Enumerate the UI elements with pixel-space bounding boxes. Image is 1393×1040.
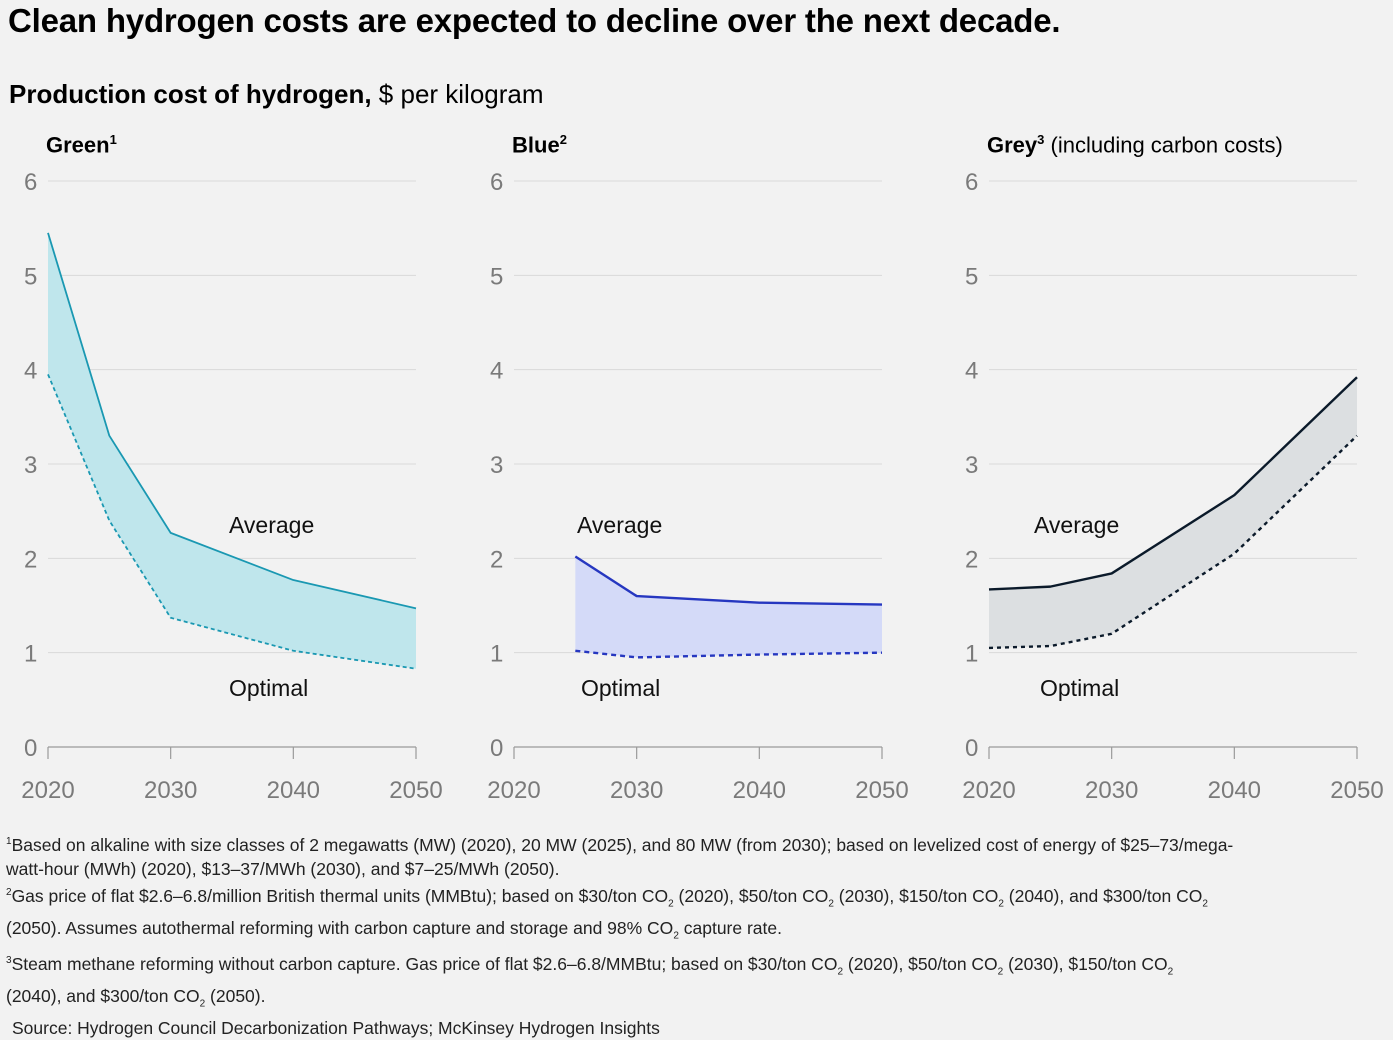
line-optimal-blue <box>575 649 883 659</box>
ytick-blue-6: 6 <box>490 169 503 196</box>
subtitle-bold: Production cost of hydrogen, <box>9 79 372 109</box>
subtitle-unit: $ per kilogram <box>378 79 544 109</box>
label-optimal-green: Optimal <box>229 675 308 701</box>
footnote-1-cont: watt-hour (MWh) (2020), $13–37/MWh (2030… <box>6 858 560 879</box>
footnote-2-cont: (2050). Assumes autothermal reforming wi… <box>6 918 782 942</box>
line-average-grey <box>988 376 1358 591</box>
footnote-3-cont: (2040), and $300/ton CO2 (2050). <box>6 985 266 1010</box>
xtick-blue-2020: 2020 <box>487 777 540 804</box>
ytick-green-4: 4 <box>24 358 37 385</box>
ytick-green-5: 5 <box>24 263 37 290</box>
ytick-green-6: 6 <box>24 169 37 196</box>
ytick-blue-2: 2 <box>490 546 503 573</box>
ytick-green-0: 0 <box>24 735 37 762</box>
label-optimal-blue: Optimal <box>581 675 660 701</box>
ytick-blue-5: 5 <box>490 263 503 290</box>
ytick-grey-4: 4 <box>965 358 978 385</box>
range-area-blue <box>575 556 882 658</box>
panel-title-grey: Grey3 (including carbon costs) <box>987 132 1283 158</box>
ytick-grey-2: 2 <box>965 546 978 573</box>
ytick-blue-3: 3 <box>490 452 503 479</box>
ytick-blue-1: 1 <box>490 641 503 668</box>
xtick-blue-2030: 2030 <box>610 777 663 804</box>
ytick-green-2: 2 <box>24 546 37 573</box>
xtick-grey-2040: 2040 <box>1208 777 1261 804</box>
xtick-grey-2050: 2050 <box>1330 777 1383 804</box>
ytick-grey-0: 0 <box>965 735 978 762</box>
chart-subtitle: Production cost of hydrogen, $ per kilog… <box>9 79 544 110</box>
ytick-grey-5: 5 <box>965 263 978 290</box>
charts-svg: 0 1 2 3 4 5 6 2020 2030 2040 2050 Average Optimal 0 1 2… <box>21 169 1383 804</box>
ytick-grey-3: 3 <box>965 452 978 479</box>
panel-title-green: Green1 <box>46 132 117 158</box>
footnote-3: 3Steam methane reforming without carbon … <box>6 953 1174 977</box>
ytick-grey-1: 1 <box>965 641 978 668</box>
ytick-blue-4: 4 <box>490 358 503 385</box>
line-average-blue <box>574 555 883 606</box>
ytick-green-1: 1 <box>24 641 37 668</box>
xtick-blue-2050: 2050 <box>855 777 908 804</box>
line-optimal-grey <box>988 434 1358 650</box>
line-average-green <box>47 232 417 610</box>
xtick-grey-2020: 2020 <box>962 777 1015 804</box>
source-note: Source: Hydrogen Council Decarbonization… <box>12 1018 660 1039</box>
label-average-grey: Average <box>1034 512 1119 538</box>
label-average-blue: Average <box>577 512 662 538</box>
xtick-green-2050: 2050 <box>389 777 442 804</box>
panel-title-blue: Blue2 <box>512 132 567 158</box>
label-average-green: Average <box>229 512 314 538</box>
headline: Clean hydrogen costs are expected to dec… <box>8 2 1061 39</box>
xtick-grey-2030: 2030 <box>1085 777 1138 804</box>
ytick-blue-0: 0 <box>490 735 503 762</box>
line-optimal-green <box>47 374 417 670</box>
ytick-grey-6: 6 <box>965 169 978 196</box>
ytick-green-3: 3 <box>24 452 37 479</box>
xtick-blue-2040: 2040 <box>733 777 786 804</box>
xtick-green-2030: 2030 <box>144 777 197 804</box>
range-area-green <box>48 232 416 669</box>
footnote-1: 1Based on alkaline with size classes of … <box>6 834 1234 855</box>
xtick-green-2020: 2020 <box>21 777 74 804</box>
label-optimal-grey: Optimal <box>1040 675 1119 701</box>
footnote-2: 2Gas price of flat $2.6–6.8/million Brit… <box>6 885 1208 910</box>
xtick-green-2040: 2040 <box>267 777 320 804</box>
footnotes: 1Based on alkaline with size classes of … <box>6 830 1386 1040</box>
